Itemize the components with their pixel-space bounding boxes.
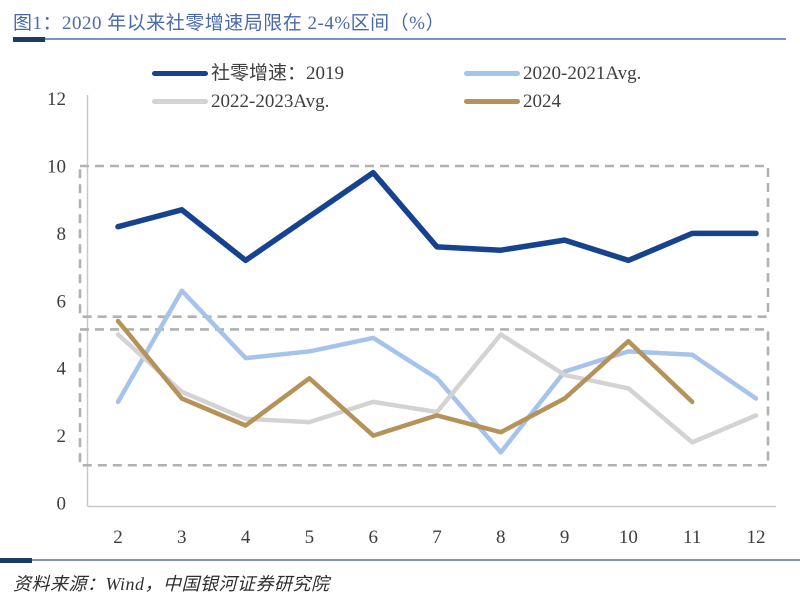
- figure-title: 图1：2020 年以来社零增速局限在 2-4%区间（%）: [13, 13, 445, 34]
- series-line-1: [115, 288, 759, 455]
- x-tick-label: 5: [305, 527, 315, 548]
- footer-rule-dark: [0, 558, 32, 563]
- y-tick-label: 6: [57, 291, 67, 312]
- series-line-0: [115, 169, 759, 264]
- title-underline-light: [13, 38, 786, 40]
- x-tick-label: 4: [241, 527, 251, 548]
- x-tick-label: 11: [683, 527, 701, 548]
- y-tick-label: 10: [47, 157, 66, 178]
- y-tick-label: 0: [57, 494, 67, 515]
- footer-rule-light: [0, 559, 800, 561]
- y-tick-label: 8: [57, 224, 67, 245]
- footer-rule: [0, 558, 800, 563]
- x-tick-label: 12: [747, 527, 766, 548]
- title-underline-dark: [13, 37, 45, 42]
- x-tick-label: 2: [113, 527, 123, 548]
- x-tick-label: 7: [432, 527, 442, 548]
- x-tick-label: 10: [619, 527, 638, 548]
- x-tick-label: 9: [560, 527, 570, 548]
- lower-range-box: [78, 328, 770, 467]
- y-tick-label: 2: [57, 426, 67, 447]
- x-tick-label: 3: [177, 527, 187, 548]
- title-underline: [13, 37, 786, 42]
- x-tick-label: 6: [368, 527, 378, 548]
- y-tick-label: 4: [57, 359, 67, 380]
- x-tick-label: 8: [496, 527, 506, 548]
- source-note: 资料来源：Wind，中国银河证券研究院: [13, 574, 330, 594]
- series-line-2: [115, 332, 759, 445]
- series-line-3: [115, 318, 695, 438]
- y-tick-label: 12: [47, 89, 66, 110]
